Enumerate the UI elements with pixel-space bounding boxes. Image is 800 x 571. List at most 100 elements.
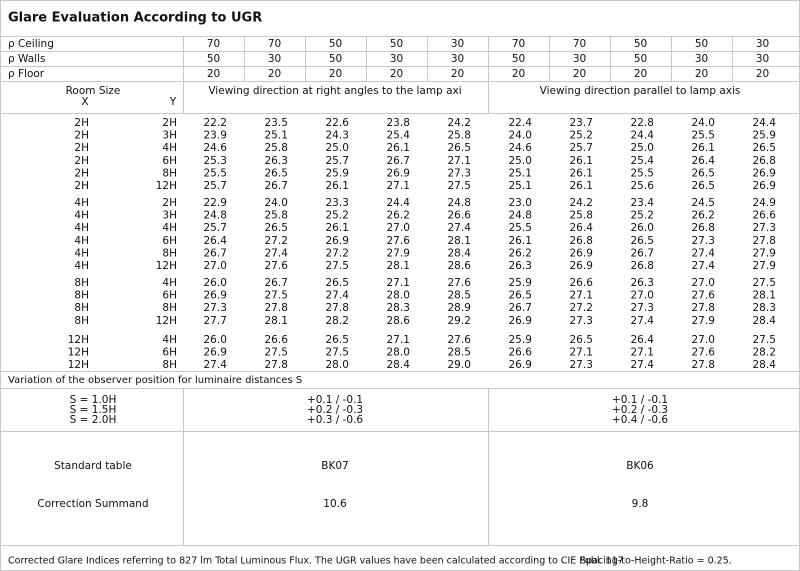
ugr-value: 26.4	[631, 334, 655, 346]
ugr-value: 26.9	[570, 247, 593, 259]
ugr-value: 27.5	[753, 334, 776, 346]
room-x: 12H	[68, 359, 89, 371]
reflectance-value: 50	[512, 53, 525, 65]
reflectance-value: 50	[329, 53, 342, 65]
variation-value: +0.2 / -0.3	[307, 404, 363, 416]
ugr-value: 26.9	[753, 167, 776, 179]
ugr-value: 27.3	[753, 222, 776, 234]
room-x: 8H	[74, 290, 89, 302]
ugr-value: 27.5	[265, 290, 288, 302]
ugr-value: 27.9	[692, 315, 715, 327]
ugr-value: 28.3	[753, 302, 776, 314]
ugr-value: 25.7	[204, 222, 227, 234]
reflectance-value: 20	[573, 68, 586, 80]
ugr-value: 25.0	[509, 155, 532, 167]
ugr-value: 26.8	[753, 155, 776, 167]
room-x: 2H	[74, 155, 89, 167]
ugr-value: 26.1	[387, 142, 410, 154]
ugr-value: 25.9	[753, 130, 776, 142]
ugr-value: 26.9	[570, 260, 593, 272]
standard-table-value: BK06	[626, 460, 654, 472]
room-x: 4H	[74, 235, 89, 247]
ugr-value: 23.7	[570, 117, 593, 129]
ugr-value: 26.1	[570, 180, 593, 192]
ugr-value: 27.9	[753, 247, 776, 259]
ugr-value: 27.6	[448, 334, 472, 346]
ugr-value: 28.6	[448, 260, 472, 272]
ugr-value: 25.8	[448, 130, 471, 142]
direction-header: Viewing direction at right angles to the…	[208, 85, 461, 97]
reflectance-value: 70	[268, 38, 281, 50]
ugr-value: 24.6	[204, 142, 228, 154]
ugr-value: 25.4	[631, 155, 655, 167]
ugr-value: 26.9	[753, 180, 776, 192]
s-label: S = 2.0H	[70, 414, 117, 426]
ugr-value: 28.3	[387, 302, 410, 314]
ugr-value: 28.5	[448, 290, 471, 302]
ugr-value: 25.8	[265, 142, 288, 154]
ugr-value: 27.8	[753, 235, 776, 247]
room-y: 3H	[162, 130, 177, 142]
reflectance-label: ρ Walls	[8, 53, 45, 65]
ugr-value: 26.1	[326, 180, 349, 192]
ugr-value: 25.5	[509, 222, 532, 234]
ugr-value: 26.5	[692, 167, 715, 179]
ugr-value: 22.8	[631, 117, 654, 129]
ugr-value: 26.1	[509, 235, 532, 247]
reflectance-value: 20	[695, 68, 708, 80]
ugr-value: 26.2	[509, 247, 532, 259]
ugr-value: 26.5	[265, 222, 288, 234]
ugr-value: 27.5	[326, 347, 349, 359]
ugr-value: 25.8	[570, 210, 593, 222]
reflectance-value: 70	[573, 38, 586, 50]
ugr-value: 26.9	[509, 315, 532, 327]
room-y: 8H	[162, 302, 177, 314]
room-x: 2H	[74, 167, 89, 179]
standard-table-label: Standard table	[54, 460, 132, 472]
ugr-value: 27.3	[570, 315, 593, 327]
ugr-value: 24.8	[204, 210, 227, 222]
room-x: 4H	[74, 222, 89, 234]
ugr-value: 24.6	[509, 142, 533, 154]
title: Glare Evaluation According to UGR	[8, 11, 262, 26]
s-label: S = 1.0H	[70, 394, 117, 406]
ugr-value: 28.2	[326, 315, 349, 327]
room-x: 12H	[68, 347, 89, 359]
ugr-value: 22.4	[509, 117, 533, 129]
room-y: 4H	[162, 142, 177, 154]
reflectance-label: ρ Floor	[8, 68, 45, 80]
ugr-value: 25.0	[631, 142, 654, 154]
ugr-value: 28.1	[387, 260, 410, 272]
ugr-value: 24.2	[570, 197, 593, 209]
ugr-value: 29.2	[448, 315, 471, 327]
ugr-value: 26.5	[570, 334, 593, 346]
reflectance-value: 50	[634, 38, 647, 50]
reflectance-value: 70	[512, 38, 525, 50]
ugr-value: 23.3	[326, 197, 349, 209]
room-x: 2H	[74, 142, 89, 154]
reflectance-value: 20	[451, 68, 464, 80]
room-y: 8H	[162, 167, 177, 179]
ugr-value: 26.5	[326, 277, 349, 289]
reflectance-value: 50	[207, 53, 220, 65]
ugr-value: 26.9	[204, 290, 227, 302]
ugr-value: 27.2	[570, 302, 593, 314]
ugr-value: 26.0	[204, 334, 227, 346]
ugr-value: 26.5	[753, 142, 776, 154]
ugr-value: 23.4	[631, 197, 655, 209]
ugr-value: 26.0	[204, 277, 227, 289]
ugr-value: 24.2	[448, 117, 471, 129]
room-y: 4H	[162, 222, 177, 234]
room-y: 12H	[156, 315, 177, 327]
ugr-value: 25.9	[326, 167, 349, 179]
ugr-value: 26.8	[692, 222, 715, 234]
room-y: 12H	[156, 180, 177, 192]
ugr-value: 23.8	[387, 117, 410, 129]
reflectance-value: 30	[695, 53, 708, 65]
ugr-value: 29.0	[448, 359, 471, 371]
ugr-value: 26.6	[448, 210, 472, 222]
ugr-value: 24.8	[448, 197, 471, 209]
reflectance-value: 20	[756, 68, 769, 80]
room-x: 4H	[74, 197, 89, 209]
ugr-value: 28.0	[387, 290, 410, 302]
